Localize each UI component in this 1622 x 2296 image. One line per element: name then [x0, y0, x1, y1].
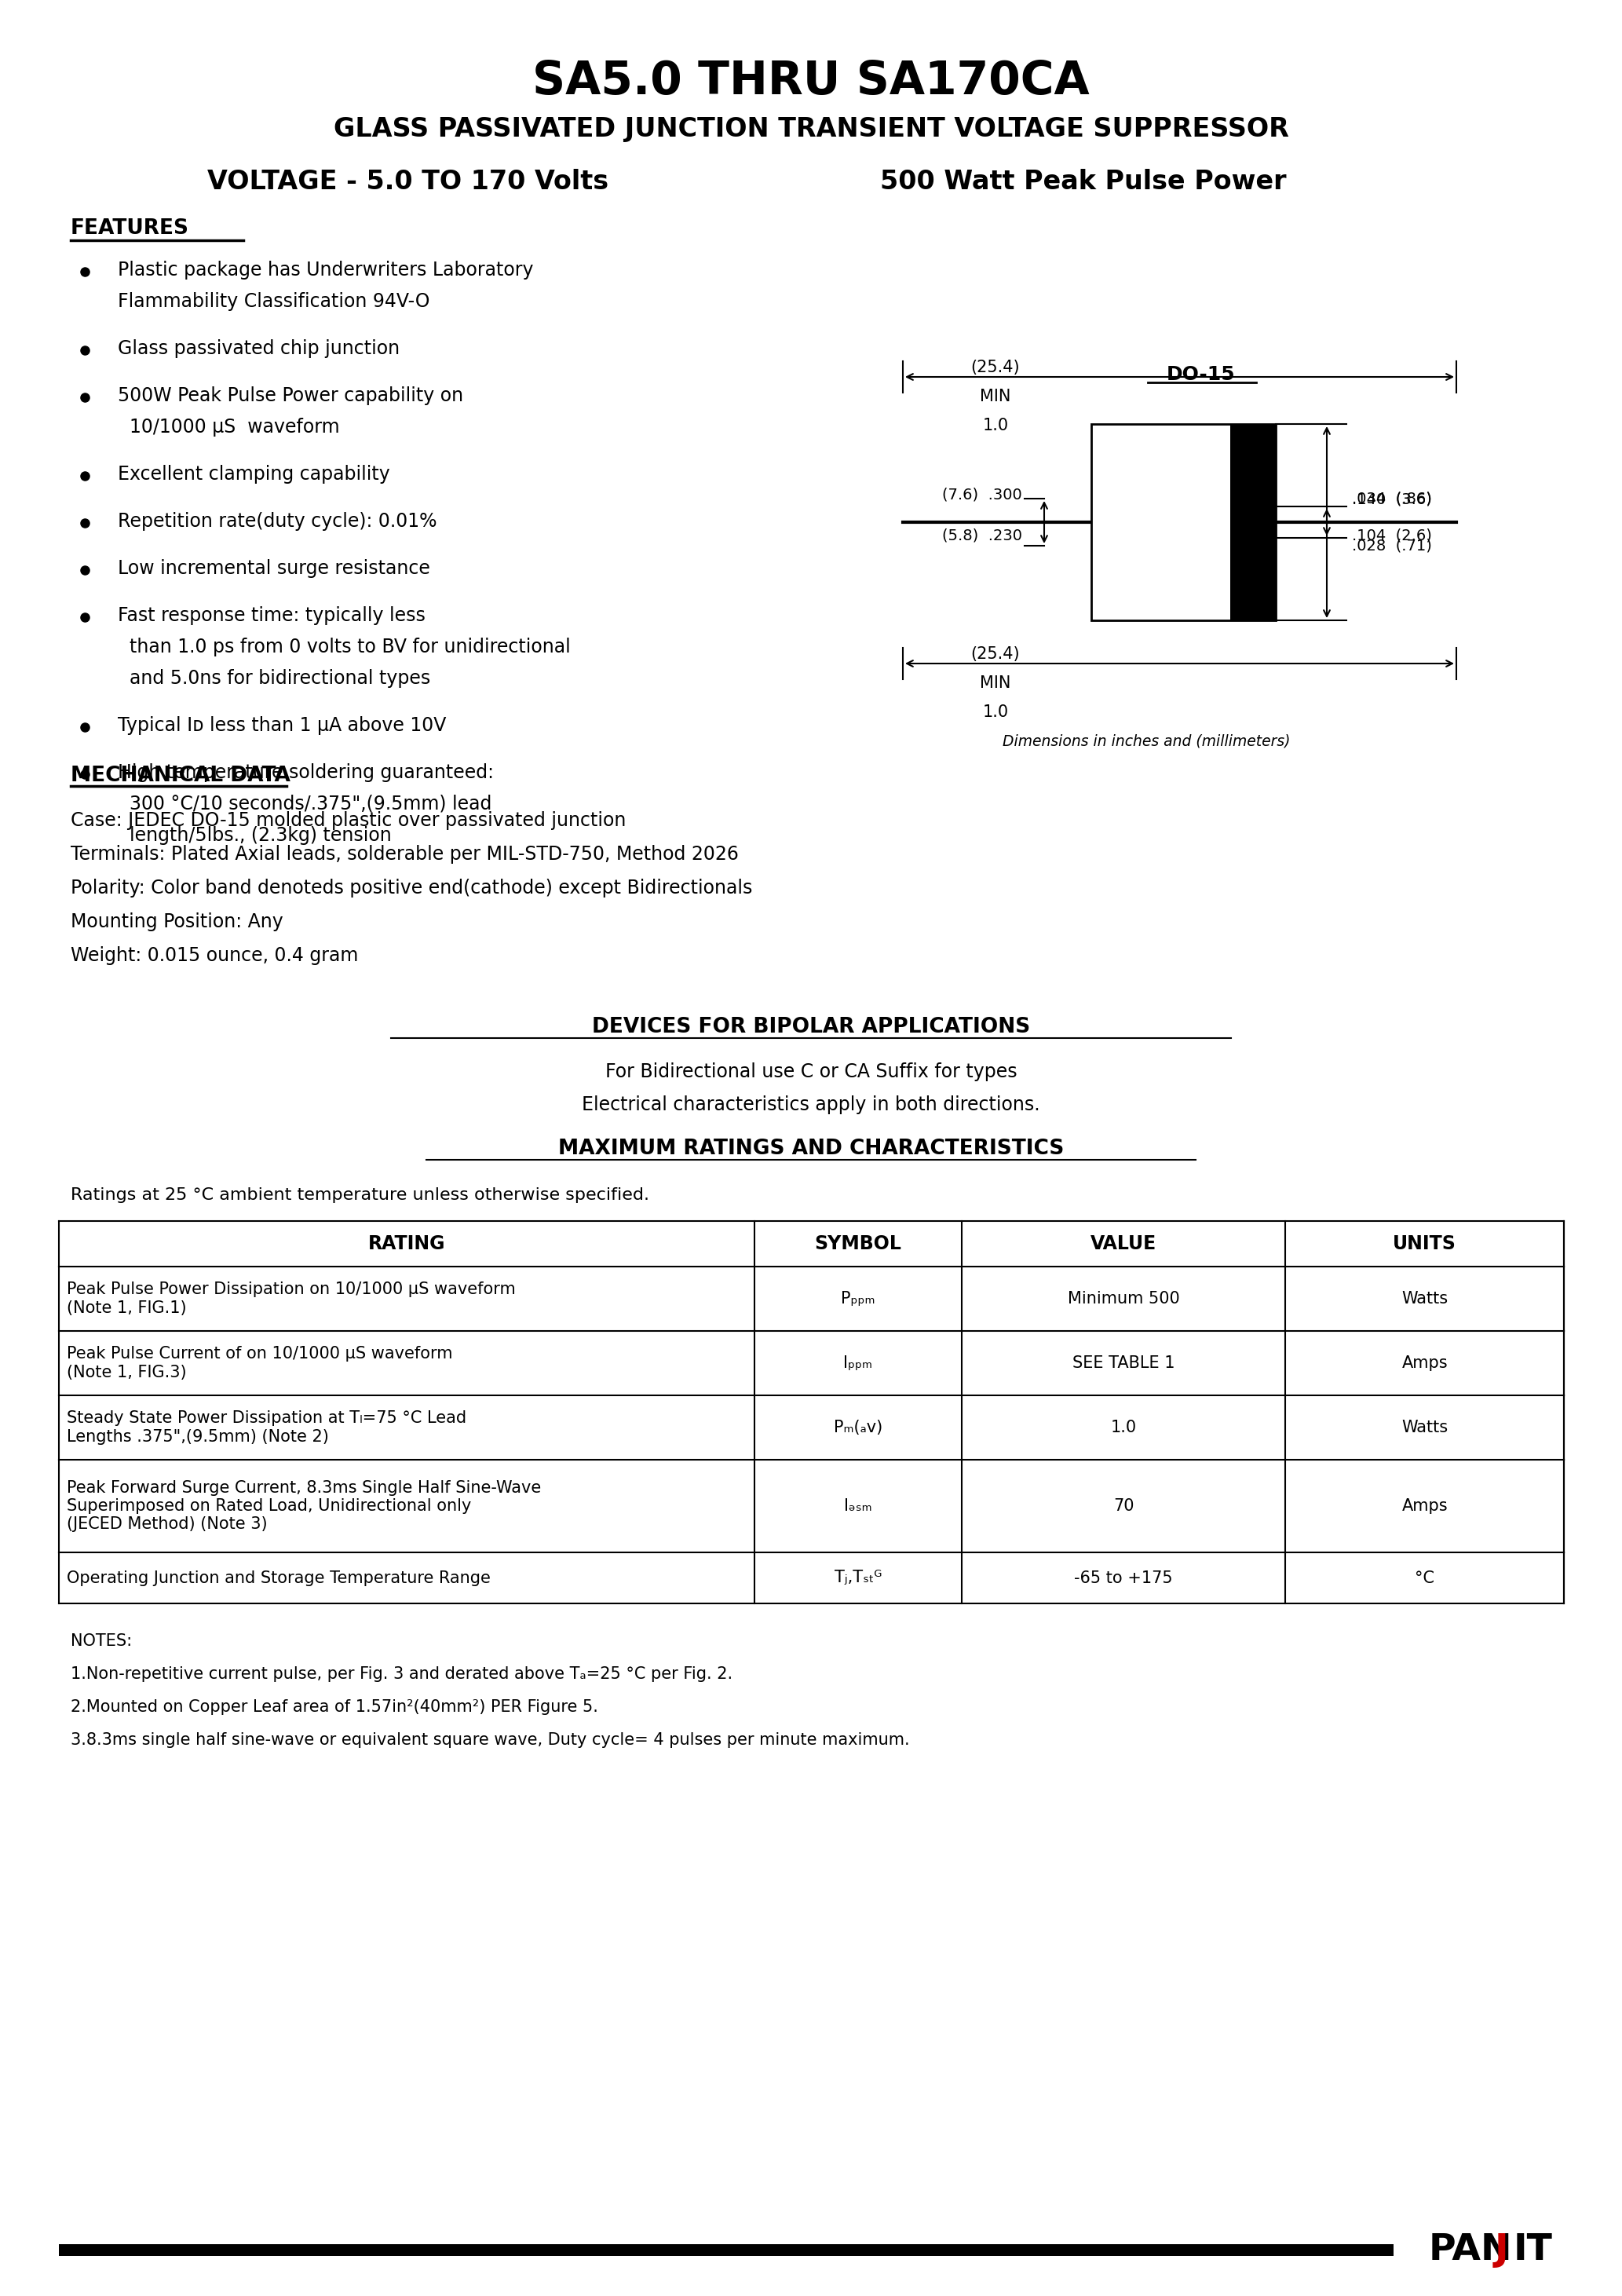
Text: Low incremental surge resistance: Low incremental surge resistance	[118, 560, 430, 579]
Text: 1.0: 1.0	[1111, 1419, 1137, 1435]
Text: Fast response time: typically less: Fast response time: typically less	[118, 606, 425, 625]
Text: Pₚₚₘ: Pₚₚₘ	[840, 1290, 876, 1306]
Text: Pₘ(ₐᴠ): Pₘ(ₐᴠ)	[834, 1419, 882, 1435]
Text: PAN: PAN	[1429, 2232, 1513, 2268]
Text: Terminals: Plated Axial leads, solderable per MIL-STD-750, Method 2026: Terminals: Plated Axial leads, solderabl…	[71, 845, 738, 863]
Text: Watts: Watts	[1401, 1419, 1448, 1435]
Text: SEE TABLE 1: SEE TABLE 1	[1072, 1355, 1174, 1371]
Text: 1.0: 1.0	[983, 418, 1009, 434]
Bar	[1229, 425, 1277, 620]
Text: (25.4): (25.4)	[972, 645, 1020, 661]
Text: DO-15: DO-15	[1166, 365, 1236, 383]
Text: .028  (.71): .028 (.71)	[1351, 537, 1432, 553]
Text: FEATURES: FEATURES	[71, 218, 190, 239]
Text: Amps: Amps	[1401, 1355, 1448, 1371]
Text: Peak Pulse Current of on 10/1000 µS waveform
(Note 1, FIG.3): Peak Pulse Current of on 10/1000 µS wave…	[67, 1345, 453, 1380]
Bar	[58, 2243, 1393, 2257]
Text: 2.Mounted on Copper Leaf area of 1.57in²(40mm²) PER Figure 5.: 2.Mounted on Copper Leaf area of 1.57in²…	[71, 1699, 599, 1715]
Text: 3.8.3ms single half sine-wave or equivalent square wave, Duty cycle= 4 pulses pe: 3.8.3ms single half sine-wave or equival…	[71, 1731, 910, 1747]
Text: UNITS: UNITS	[1393, 1235, 1457, 1254]
Text: MIN: MIN	[980, 388, 1011, 404]
Text: Peak Pulse Power Dissipation on 10/1000 µS waveform
(Note 1, FIG.1): Peak Pulse Power Dissipation on 10/1000 …	[67, 1281, 516, 1316]
Text: Watts: Watts	[1401, 1290, 1448, 1306]
Bar	[1092, 425, 1277, 620]
Text: and 5.0ns for bidirectional types: and 5.0ns for bidirectional types	[118, 668, 430, 689]
Text: Minimum 500: Minimum 500	[1067, 1290, 1179, 1306]
Text: Weight: 0.015 ounce, 0.4 gram: Weight: 0.015 ounce, 0.4 gram	[71, 946, 358, 964]
Text: 70: 70	[1113, 1499, 1134, 1513]
Text: .104  (2.6): .104 (2.6)	[1351, 528, 1432, 544]
Text: IT: IT	[1513, 2232, 1552, 2268]
Text: 500W Peak Pulse Power capability on: 500W Peak Pulse Power capability on	[118, 386, 464, 404]
Text: -65 to +175: -65 to +175	[1074, 1570, 1173, 1587]
Text: J: J	[1495, 2232, 1508, 2268]
Text: SYMBOL: SYMBOL	[814, 1235, 902, 1254]
Text: .034  (.86): .034 (.86)	[1351, 491, 1432, 505]
Text: length/5lbs., (2.3kg) tension: length/5lbs., (2.3kg) tension	[118, 827, 391, 845]
Text: SA5.0 THRU SA170CA: SA5.0 THRU SA170CA	[532, 60, 1090, 103]
Text: Amps: Amps	[1401, 1499, 1448, 1513]
Text: Mounting Position: Any: Mounting Position: Any	[71, 912, 284, 932]
Text: Electrical characteristics apply in both directions.: Electrical characteristics apply in both…	[582, 1095, 1040, 1114]
Text: 1.Non-repetitive current pulse, per Fig. 3 and derated above Tₐ=25 °C per Fig. 2: 1.Non-repetitive current pulse, per Fig.…	[71, 1667, 733, 1683]
Text: Typical Iᴅ less than 1 µA above 10V: Typical Iᴅ less than 1 µA above 10V	[118, 716, 446, 735]
Text: High temperature soldering guaranteed:: High temperature soldering guaranteed:	[118, 762, 493, 783]
Text: 10/1000 µS  waveform: 10/1000 µS waveform	[118, 418, 339, 436]
Text: Ratings at 25 °C ambient temperature unless otherwise specified.: Ratings at 25 °C ambient temperature unl…	[71, 1187, 649, 1203]
Text: VOLTAGE - 5.0 TO 170 Volts: VOLTAGE - 5.0 TO 170 Volts	[208, 170, 608, 195]
Text: NOTES:: NOTES:	[71, 1632, 131, 1649]
Text: Iₚₚₘ: Iₚₚₘ	[843, 1355, 873, 1371]
Text: 500 Watt Peak Pulse Power: 500 Watt Peak Pulse Power	[881, 170, 1286, 195]
Text: Polarity: Color band denoteds positive end(cathode) except Bidirectionals: Polarity: Color band denoteds positive e…	[71, 879, 753, 898]
Text: (7.6)  .300: (7.6) .300	[942, 487, 1022, 503]
Text: 300 °C/10 seconds/.375",(9.5mm) lead: 300 °C/10 seconds/.375",(9.5mm) lead	[118, 794, 491, 813]
Text: MIN: MIN	[980, 675, 1011, 691]
Text: .140  (3.6): .140 (3.6)	[1351, 491, 1432, 507]
Text: (25.4): (25.4)	[972, 360, 1020, 374]
Text: Plastic package has Underwriters Laboratory: Plastic package has Underwriters Laborat…	[118, 262, 534, 280]
Text: °C: °C	[1414, 1570, 1434, 1587]
Text: Peak Forward Surge Current, 8.3ms Single Half Sine-Wave
Superimposed on Rated Lo: Peak Forward Surge Current, 8.3ms Single…	[67, 1481, 542, 1531]
Text: MECHANICAL DATA: MECHANICAL DATA	[71, 765, 290, 785]
Text: Glass passivated chip junction: Glass passivated chip junction	[118, 340, 399, 358]
Text: Iₔₛₘ: Iₔₛₘ	[843, 1499, 873, 1513]
Text: Steady State Power Dissipation at Tₗ=75 °C Lead
Lengths .375",(9.5mm) (Note 2): Steady State Power Dissipation at Tₗ=75 …	[67, 1410, 467, 1444]
Text: (5.8)  .230: (5.8) .230	[942, 528, 1022, 544]
Text: 1.0: 1.0	[983, 705, 1009, 721]
Text: Flammability Classification 94V-O: Flammability Classification 94V-O	[118, 292, 430, 310]
Text: than 1.0 ps from 0 volts to BV for unidirectional: than 1.0 ps from 0 volts to BV for unidi…	[118, 638, 571, 657]
Text: Case: JEDEC DO-15 molded plastic over passivated junction: Case: JEDEC DO-15 molded plastic over pa…	[71, 810, 626, 829]
Text: RATING: RATING	[368, 1235, 444, 1254]
Text: Repetition rate(duty cycle): 0.01%: Repetition rate(duty cycle): 0.01%	[118, 512, 436, 530]
Text: GLASS PASSIVATED JUNCTION TRANSIENT VOLTAGE SUPPRESSOR: GLASS PASSIVATED JUNCTION TRANSIENT VOLT…	[333, 117, 1289, 142]
Text: MAXIMUM RATINGS AND CHARACTERISTICS: MAXIMUM RATINGS AND CHARACTERISTICS	[558, 1139, 1064, 1159]
Text: Operating Junction and Storage Temperature Range: Operating Junction and Storage Temperatu…	[67, 1570, 490, 1587]
Text: DEVICES FOR BIPOLAR APPLICATIONS: DEVICES FOR BIPOLAR APPLICATIONS	[592, 1017, 1030, 1038]
Text: Tⱼ,Tₛₜᴳ: Tⱼ,Tₛₜᴳ	[834, 1570, 882, 1587]
Text: Dimensions in inches and (millimeters): Dimensions in inches and (millimeters)	[1002, 735, 1289, 748]
Text: Excellent clamping capability: Excellent clamping capability	[118, 464, 389, 484]
Text: VALUE: VALUE	[1090, 1235, 1156, 1254]
Text: For Bidirectional use C or CA Suffix for types: For Bidirectional use C or CA Suffix for…	[605, 1063, 1017, 1081]
